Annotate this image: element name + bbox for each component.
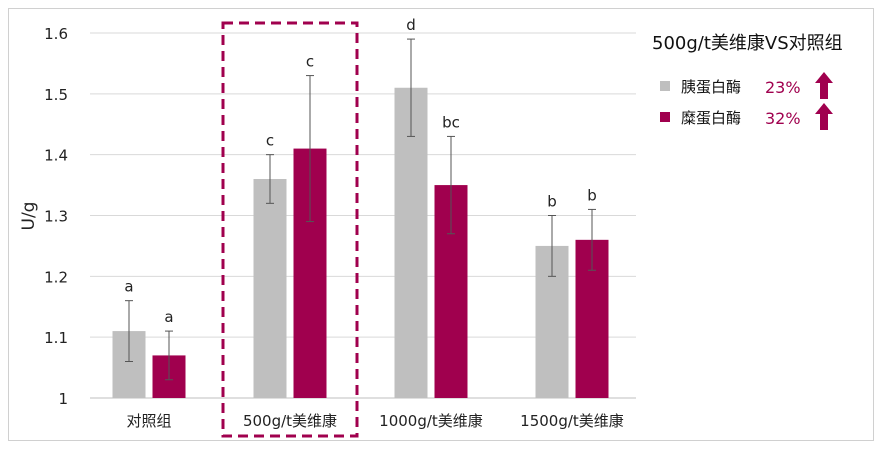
y-tick-label: 1.1 [44,329,68,347]
significance-letter: d [406,16,416,34]
chart-title: 500g/t美维康VS对照组 [652,33,843,54]
chart-frame [8,8,874,441]
x-axis-ticks: 对照组 500g/t美维康 1000g/t美维康 1500g/t美维康 [126,412,623,430]
legend-item: 胰蛋白酶 23% [660,72,833,99]
x-tick-label: 1000g/t美维康 [379,412,483,430]
error-bar [306,75,314,223]
y-tick-label: 1 [58,390,68,408]
significance-letter: c [306,53,314,71]
increase-percent: 32% [765,109,801,128]
x-tick-label: 对照组 [126,412,171,430]
up-arrow-icon [815,103,833,130]
significance-letter: b [587,186,597,204]
legend-item: 糜蛋白酶 32% [660,103,833,130]
bar [253,179,287,398]
legend: 胰蛋白酶 23% 糜蛋白酶 32% [660,72,833,130]
bars [112,87,609,398]
highlight-box [221,21,359,438]
y-tick-label: 1.3 [44,208,68,226]
significance-letter: b [547,193,557,211]
up-arrow-icon [815,72,833,99]
y-tick-label: 1.2 [44,268,68,286]
significance-letter: a [164,308,173,326]
bar [394,87,428,398]
significance-letter: a [124,278,133,296]
increase-percent: 23% [765,78,801,97]
significance-letter: c [266,132,274,150]
error-bar [588,208,596,271]
y-tick-label: 1.6 [44,25,68,43]
legend-label: 胰蛋白酶 [681,78,741,96]
error-bar [548,215,556,277]
error-bar [407,38,415,137]
significance-letter: bc [442,113,460,131]
x-tick-label: 500g/t美维康 [243,412,337,430]
legend-swatch [660,112,670,122]
y-tick-label: 1.5 [44,86,68,104]
y-axis-ticks: 1 1.1 1.2 1.3 1.4 1.5 1.6 [44,25,68,408]
y-tick-label: 1.4 [44,147,68,165]
legend-label: 糜蛋白酶 [681,109,741,127]
error-bar [165,330,173,381]
x-tick-label: 1500g/t美维康 [520,412,624,430]
error-bar [125,300,133,362]
significance-letters: a c d b a c bc b [124,16,596,326]
error-bar [447,135,455,235]
legend-swatch [660,81,670,91]
y-axis-label: U/g [19,202,39,231]
error-bars [125,38,596,381]
error-bar [266,154,274,204]
